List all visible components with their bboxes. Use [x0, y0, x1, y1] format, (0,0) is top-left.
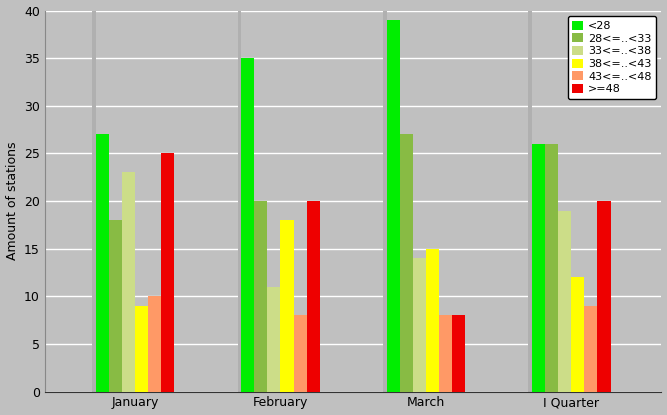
Bar	[383, 10, 387, 392]
Bar	[584, 306, 598, 392]
Bar	[558, 210, 571, 392]
Bar	[598, 201, 610, 392]
Bar	[532, 144, 545, 392]
Bar	[237, 10, 241, 392]
Bar	[545, 144, 558, 392]
Bar	[452, 315, 465, 392]
Bar	[387, 20, 400, 392]
Legend: <28, 28<=..<33, 33<=..<38, 38<=..<43, 43<=..<48, >=48: <28, 28<=..<33, 33<=..<38, 38<=..<43, 43…	[568, 16, 656, 99]
Bar	[528, 10, 532, 392]
Bar	[439, 315, 452, 392]
Bar	[254, 201, 267, 392]
Bar	[92, 10, 96, 392]
Bar	[307, 201, 319, 392]
Bar	[267, 287, 280, 392]
Bar	[241, 58, 254, 392]
Bar	[293, 315, 307, 392]
Bar	[96, 134, 109, 392]
Bar	[571, 277, 584, 392]
Bar	[161, 154, 174, 392]
Bar	[148, 296, 161, 392]
Bar	[109, 220, 122, 392]
Bar	[280, 220, 293, 392]
Bar	[400, 134, 413, 392]
Bar	[122, 173, 135, 392]
Bar	[413, 258, 426, 392]
Bar	[135, 306, 148, 392]
Bar	[426, 249, 439, 392]
Y-axis label: Amount of stations: Amount of stations	[5, 142, 19, 260]
